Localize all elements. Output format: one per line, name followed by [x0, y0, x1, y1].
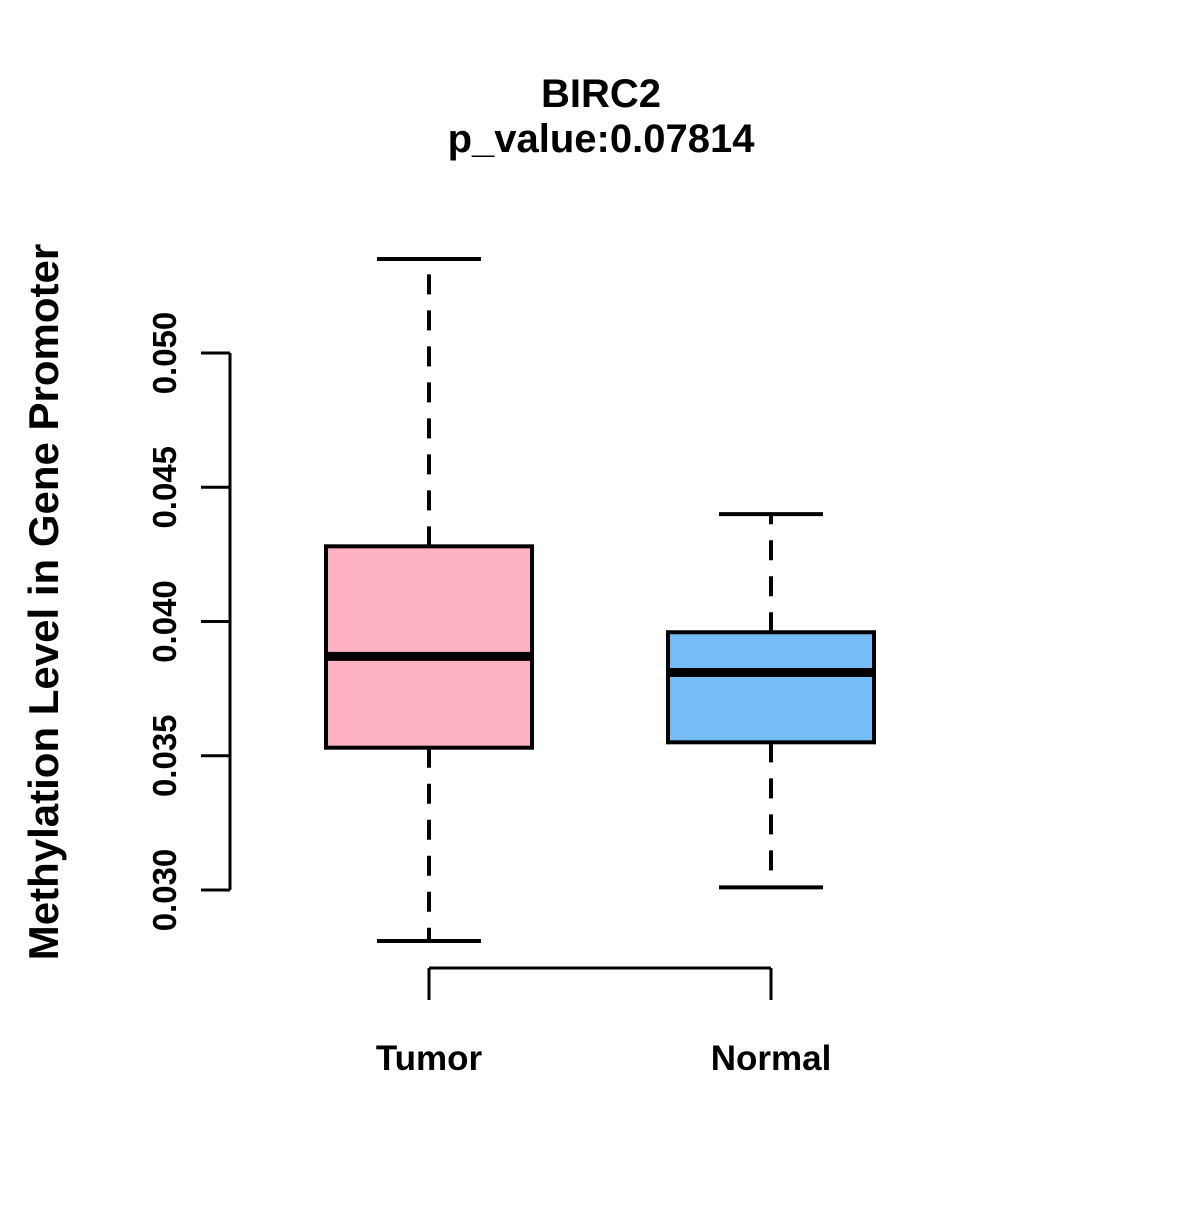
box-tumor — [324, 544, 534, 750]
y-tick-label: 0.045 — [146, 446, 183, 529]
y-tick-label: 0.040 — [146, 580, 183, 663]
x-category-label-normal: Normal — [711, 1039, 832, 1078]
y-tick-label: 0.030 — [146, 849, 183, 932]
y-tick-label: 0.050 — [146, 312, 183, 395]
chart-subtitle-pvalue: p_value:0.07814 — [448, 117, 756, 161]
box-normal — [666, 630, 876, 745]
plot-area: 0.050 0.045 0.040 0.035 0.030 Tumor Normal — [146, 257, 876, 1078]
y-axis-title: Methylation Level in Gene Promoter — [20, 244, 67, 960]
y-tick-label: 0.035 — [146, 714, 183, 797]
x-category-label-tumor: Tumor — [376, 1039, 483, 1078]
chart-title: BIRC2 — [541, 72, 661, 116]
